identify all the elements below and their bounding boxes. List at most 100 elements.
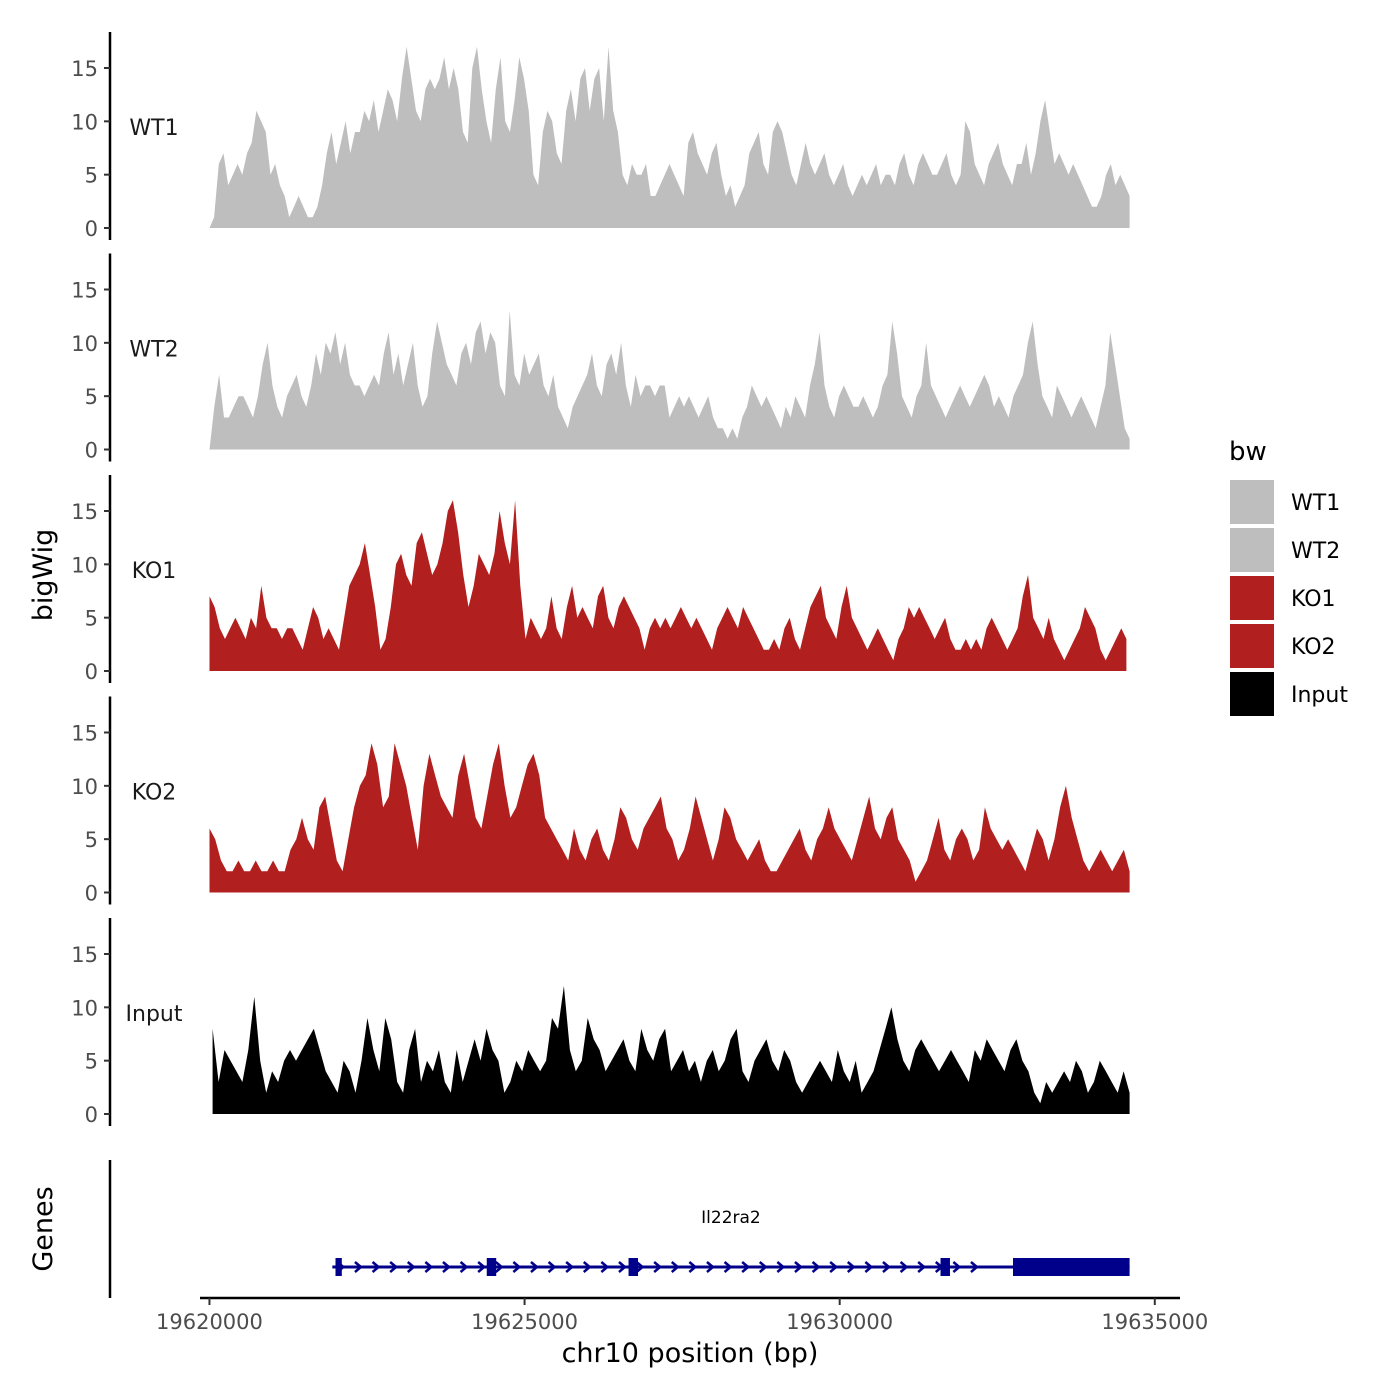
- x-axis: 19620000 19625000 19630000 19635000: [156, 1296, 1208, 1334]
- track-panel-wt1: 0 5 10 15 WT1: [71, 32, 1130, 241]
- x-tick-label: 19635000: [1101, 1310, 1208, 1334]
- gene-name-label: Il22ra2: [701, 1208, 761, 1228]
- strand-arrow: [547, 1261, 557, 1273]
- y-tick-label: 10: [71, 110, 98, 134]
- strand-arrow: [354, 1261, 363, 1273]
- y-tick-label: 0: [85, 882, 98, 906]
- strand-arrow: [917, 1261, 927, 1273]
- strand-arrow: [582, 1261, 592, 1273]
- track-label: Input: [126, 1002, 183, 1027]
- y-tick-label: 0: [85, 660, 98, 684]
- strand-arrow: [653, 1261, 663, 1273]
- y-tick-label: 0: [85, 439, 98, 463]
- strand-arrow: [741, 1261, 751, 1273]
- legend-label: Input: [1291, 683, 1348, 708]
- strand-arrow: [618, 1261, 627, 1273]
- strand-arrow: [371, 1261, 381, 1273]
- x-tick-label: 19630000: [786, 1310, 893, 1334]
- y-tick-label: 15: [71, 279, 98, 303]
- y-tick-label: 5: [85, 1050, 98, 1074]
- legend-label: WT1: [1291, 491, 1340, 516]
- x-axis-title: chr10 position (bp): [562, 1338, 819, 1369]
- strand-arrow: [899, 1261, 909, 1273]
- strand-arrow: [723, 1261, 733, 1273]
- strand-arrow: [635, 1261, 645, 1273]
- gene-exon-block: [335, 1258, 342, 1276]
- strand-arrow: [477, 1261, 487, 1273]
- legend-swatch-ko1: [1230, 576, 1274, 620]
- strand-arrow: [389, 1261, 399, 1273]
- y-tick-label: 5: [85, 607, 98, 631]
- strand-arrow: [512, 1261, 522, 1273]
- strand-arrow: [688, 1261, 698, 1273]
- strand-arrow: [706, 1261, 715, 1273]
- genes-track: Il22ra2: [108, 1160, 1130, 1298]
- track-label: KO2: [132, 781, 177, 806]
- strand-arrow: [530, 1261, 539, 1273]
- legend-label: KO2: [1291, 635, 1336, 660]
- strand-arrow: [670, 1261, 680, 1273]
- y-tick-label: 15: [71, 943, 98, 967]
- strand-arrow: [600, 1261, 610, 1273]
- y-tick-label: 5: [85, 828, 98, 852]
- coverage-area-wt1: [209, 46, 1130, 229]
- strand-arrow: [758, 1261, 768, 1273]
- strand-arrow: [424, 1261, 434, 1273]
- strand-arrow: [459, 1261, 469, 1273]
- y-tick-label: 10: [71, 996, 98, 1020]
- x-tick-label: 19620000: [156, 1310, 263, 1334]
- strand-arrow: [864, 1261, 874, 1273]
- strand-arrow: [811, 1261, 821, 1273]
- strand-arrow: [970, 1261, 979, 1273]
- strand-arrow: [846, 1261, 856, 1273]
- strand-arrow: [442, 1261, 451, 1273]
- gene-exon-block: [940, 1258, 950, 1276]
- y-tick-label: 5: [85, 385, 98, 409]
- legend-label: KO1: [1291, 587, 1336, 612]
- coverage-area-ko2: [209, 743, 1130, 893]
- track-label: KO1: [132, 559, 177, 584]
- y-tick-label: 10: [71, 332, 98, 356]
- strand-arrow: [829, 1261, 839, 1273]
- gene-exon-block: [628, 1258, 639, 1276]
- track-panel-ko1: 0 5 10 15 KO1: [71, 475, 1127, 684]
- y-tick-label: 0: [85, 1103, 98, 1127]
- strand-arrow: [494, 1261, 504, 1273]
- coverage-tracks: 0 5 10 15 WT1 0 5 10 15 WT2 0 5 10 15 KO1 0 5 10 15 KO2 0 5 10…: [71, 32, 1130, 1127]
- legend-swatch-input: [1230, 672, 1274, 716]
- y-tick-label: 5: [85, 164, 98, 188]
- track-panel-wt2: 0 5 10 15 WT2: [71, 253, 1130, 463]
- y-axis-title: bigWig: [28, 529, 59, 622]
- strand-arrow: [794, 1261, 803, 1273]
- y-tick-label: 15: [71, 500, 98, 524]
- legend-swatch-wt2: [1230, 528, 1274, 572]
- coverage-area-wt2: [209, 310, 1130, 450]
- legend-swatch-ko2: [1230, 624, 1274, 668]
- genes-axis-title: Genes: [28, 1186, 59, 1271]
- y-tick-label: 15: [71, 722, 98, 746]
- strand-arrow: [952, 1261, 962, 1273]
- y-tick-label: 15: [71, 57, 98, 81]
- track-label: WT1: [129, 116, 178, 141]
- gene-exon-block: [486, 1258, 497, 1276]
- legend-label: WT2: [1291, 539, 1340, 564]
- coverage-area-ko1: [209, 500, 1127, 671]
- strand-arrow: [565, 1261, 575, 1273]
- gene-il22ra2: Il22ra2: [332, 1208, 1130, 1276]
- coverage-area-input: [212, 986, 1130, 1114]
- legend-swatch-wt1: [1230, 480, 1274, 524]
- legend-title: bw: [1229, 437, 1267, 467]
- y-tick-label: 10: [71, 775, 98, 799]
- track-panel-ko2: 0 5 10 15 KO2: [71, 696, 1130, 906]
- y-tick-label: 10: [71, 553, 98, 577]
- strand-arrow: [406, 1261, 416, 1273]
- track-panel-input: 0 5 10 15 Input: [71, 918, 1130, 1127]
- legend: bw WT1 WT2 KO1 KO2 Input: [1229, 437, 1348, 716]
- y-tick-label: 0: [85, 217, 98, 241]
- x-tick-label: 19625000: [471, 1310, 578, 1334]
- gene-utr-block: [1012, 1258, 1130, 1276]
- strand-arrow: [882, 1261, 891, 1273]
- strand-arrow: [776, 1261, 786, 1273]
- track-label: WT2: [129, 338, 178, 363]
